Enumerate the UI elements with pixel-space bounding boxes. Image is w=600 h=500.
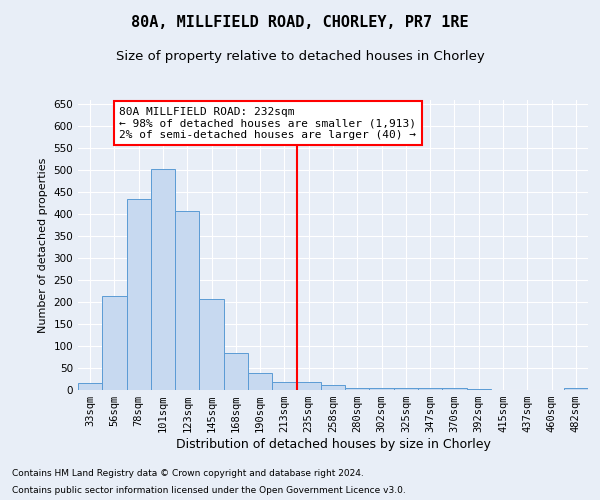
Bar <box>442 388 467 390</box>
Bar <box>78 384 102 390</box>
Bar <box>248 374 272 390</box>
Bar <box>102 296 127 390</box>
Bar <box>296 382 321 390</box>
Bar <box>321 385 345 390</box>
Bar <box>394 388 418 390</box>
Text: Contains HM Land Registry data © Crown copyright and database right 2024.: Contains HM Land Registry data © Crown c… <box>12 468 364 477</box>
Text: Size of property relative to detached houses in Chorley: Size of property relative to detached ho… <box>116 50 484 63</box>
Text: Contains public sector information licensed under the Open Government Licence v3: Contains public sector information licen… <box>12 486 406 495</box>
Text: 80A MILLFIELD ROAD: 232sqm
← 98% of detached houses are smaller (1,913)
2% of se: 80A MILLFIELD ROAD: 232sqm ← 98% of deta… <box>119 106 416 140</box>
Text: 80A, MILLFIELD ROAD, CHORLEY, PR7 1RE: 80A, MILLFIELD ROAD, CHORLEY, PR7 1RE <box>131 15 469 30</box>
Bar <box>564 388 588 390</box>
Y-axis label: Number of detached properties: Number of detached properties <box>38 158 48 332</box>
Bar <box>224 352 248 390</box>
Bar <box>127 199 151 390</box>
Bar <box>467 388 491 390</box>
Bar <box>199 299 224 390</box>
Bar <box>345 388 370 390</box>
Bar <box>418 388 442 390</box>
X-axis label: Distribution of detached houses by size in Chorley: Distribution of detached houses by size … <box>176 438 490 451</box>
Bar <box>151 169 175 390</box>
Bar <box>370 388 394 390</box>
Bar <box>272 382 296 390</box>
Bar <box>175 210 199 390</box>
